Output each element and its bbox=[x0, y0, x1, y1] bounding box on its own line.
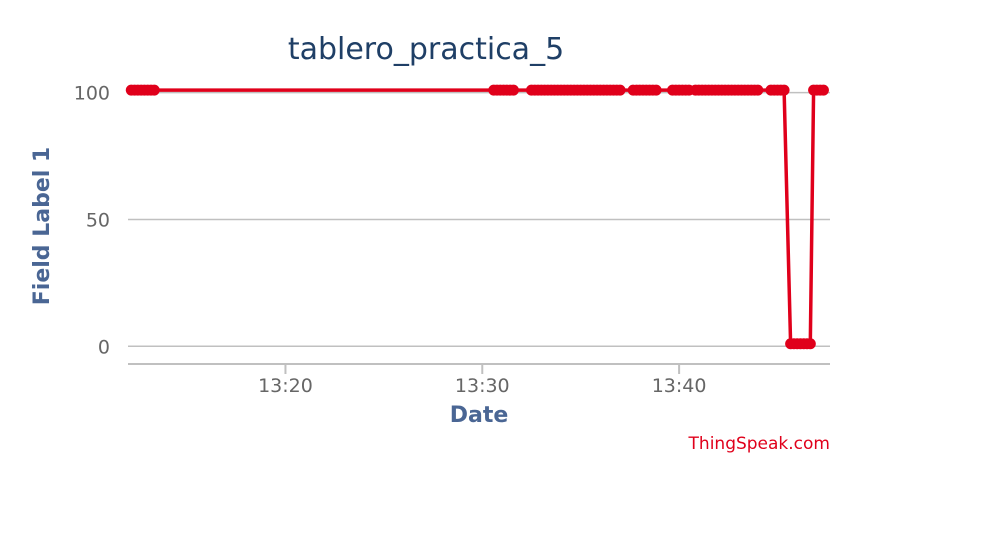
x-axis-title: Date bbox=[450, 403, 509, 428]
gridlines bbox=[128, 91, 830, 347]
x-tick-label-1320: 13:20 bbox=[258, 375, 313, 397]
data-point[interactable] bbox=[148, 84, 160, 96]
data-point[interactable] bbox=[817, 84, 829, 96]
data-point[interactable] bbox=[507, 84, 519, 96]
data-point[interactable] bbox=[804, 338, 816, 350]
data-point[interactable] bbox=[650, 84, 662, 96]
series-field-label-1 bbox=[125, 84, 829, 350]
y-axis-title: Field Label 1 bbox=[30, 147, 55, 305]
data-point[interactable] bbox=[778, 84, 790, 96]
y-tick-label-0: 0 bbox=[98, 336, 110, 358]
x-tick-label-1340: 13:40 bbox=[652, 375, 707, 397]
x-tick-label-1330: 13:30 bbox=[455, 375, 510, 397]
data-point[interactable] bbox=[752, 84, 764, 96]
y-tick-labels: 0 50 100 bbox=[74, 83, 110, 359]
thingspeak-credit-link[interactable]: ThingSpeak.com bbox=[688, 434, 830, 454]
series-line-1 bbox=[131, 88, 824, 346]
y-tick-label-50: 50 bbox=[86, 209, 110, 231]
x-tick-labels: 13:20 13:30 13:40 bbox=[258, 364, 706, 397]
chart-title: tablero_practica_5 bbox=[288, 32, 564, 67]
data-point[interactable] bbox=[614, 84, 626, 96]
y-tick-label-100: 100 bbox=[74, 83, 110, 105]
